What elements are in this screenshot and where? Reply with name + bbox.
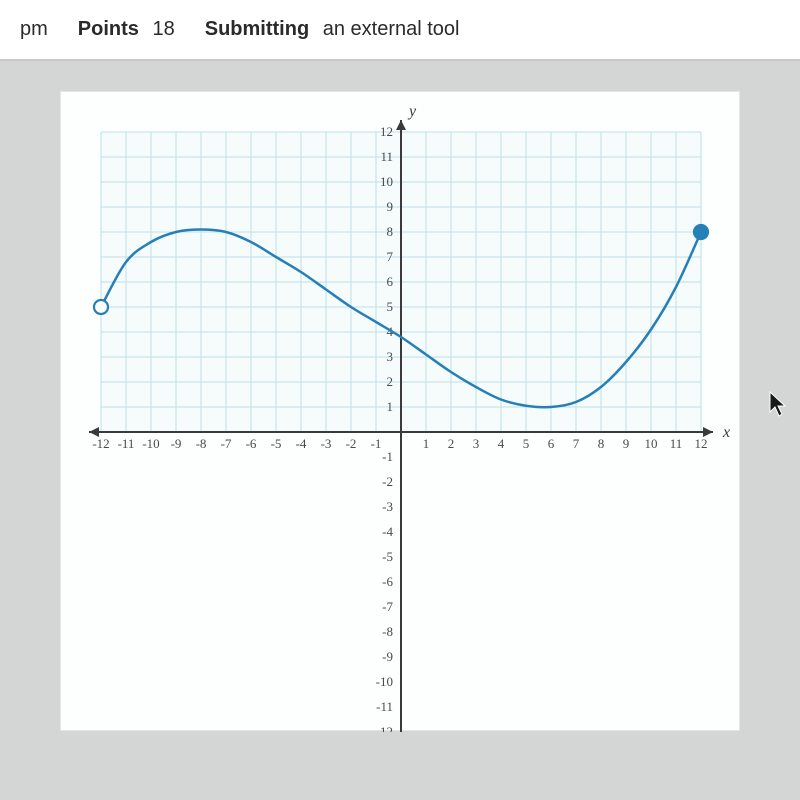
y-tick-label: -3 bbox=[382, 499, 393, 514]
y-tick-label: 1 bbox=[387, 399, 394, 414]
y-tick-label: -9 bbox=[382, 649, 393, 664]
points-group: Points 18 bbox=[78, 18, 175, 41]
time-suffix: pm bbox=[20, 18, 48, 41]
x-tick-label: 6 bbox=[548, 436, 555, 451]
y-tick-label: -6 bbox=[382, 574, 393, 589]
x-tick-label: -12 bbox=[92, 436, 109, 451]
assignment-header: pm Points 18 Submitting an external tool bbox=[0, 0, 800, 61]
x-tick-label: -10 bbox=[142, 436, 159, 451]
y-tick-label: -1 bbox=[382, 449, 393, 464]
points-label: Points bbox=[78, 18, 139, 40]
function-graph: -12-11-10-9-8-7-6-5-4-3-2-11234567891011… bbox=[61, 92, 741, 732]
points-value: 18 bbox=[152, 18, 174, 40]
x-tick-label: -2 bbox=[346, 436, 357, 451]
x-tick-label: 1 bbox=[423, 436, 430, 451]
y-axis-label: y bbox=[407, 103, 417, 120]
y-tick-label: 6 bbox=[387, 274, 394, 289]
y-tick-label: 7 bbox=[387, 249, 394, 264]
closed-endpoint bbox=[694, 225, 708, 239]
y-tick-label: 11 bbox=[380, 149, 393, 164]
y-tick-label: -12 bbox=[376, 724, 393, 732]
y-tick-label: -2 bbox=[382, 474, 393, 489]
open-endpoint bbox=[94, 300, 108, 314]
chart-container: -12-11-10-9-8-7-6-5-4-3-2-11234567891011… bbox=[60, 91, 740, 731]
y-tick-label: -10 bbox=[376, 674, 393, 689]
y-tick-label: 8 bbox=[387, 224, 394, 239]
x-tick-label: -1 bbox=[371, 436, 382, 451]
y-tick-label: 5 bbox=[387, 299, 394, 314]
x-tick-label: -4 bbox=[296, 436, 307, 451]
y-tick-label: 10 bbox=[380, 174, 393, 189]
x-tick-label: -6 bbox=[246, 436, 257, 451]
content-area: -12-11-10-9-8-7-6-5-4-3-2-11234567891011… bbox=[0, 61, 800, 761]
y-tick-label: -4 bbox=[382, 524, 393, 539]
y-tick-label: 2 bbox=[387, 374, 394, 389]
y-tick-label: -11 bbox=[376, 699, 393, 714]
x-tick-label: 7 bbox=[573, 436, 580, 451]
y-tick-label: -7 bbox=[382, 599, 393, 614]
y-tick-label: -8 bbox=[382, 624, 393, 639]
submitting-value: an external tool bbox=[323, 18, 460, 40]
submitting-group: Submitting an external tool bbox=[205, 18, 460, 41]
x-axis-label: x bbox=[722, 424, 730, 441]
y-tick-label: -5 bbox=[382, 549, 393, 564]
x-tick-label: 12 bbox=[695, 436, 708, 451]
y-tick-label: 3 bbox=[387, 349, 394, 364]
x-tick-label: -7 bbox=[221, 436, 232, 451]
x-tick-label: 2 bbox=[448, 436, 455, 451]
y-tick-label: 12 bbox=[380, 124, 393, 139]
x-tick-label: 3 bbox=[473, 436, 480, 451]
x-tick-label: 8 bbox=[598, 436, 605, 451]
x-tick-label: -8 bbox=[196, 436, 207, 451]
x-tick-label: 4 bbox=[498, 436, 505, 451]
x-tick-label: -5 bbox=[271, 436, 282, 451]
x-tick-label: 9 bbox=[623, 436, 630, 451]
x-tick-label: -3 bbox=[321, 436, 332, 451]
y-tick-label: 9 bbox=[387, 199, 394, 214]
cursor-icon bbox=[768, 390, 788, 418]
x-tick-label: -9 bbox=[171, 436, 182, 451]
submitting-label: Submitting bbox=[205, 18, 309, 40]
x-tick-label: 5 bbox=[523, 436, 530, 451]
x-tick-label: 10 bbox=[645, 436, 658, 451]
x-tick-label: -11 bbox=[118, 436, 135, 451]
x-tick-label: 11 bbox=[670, 436, 683, 451]
